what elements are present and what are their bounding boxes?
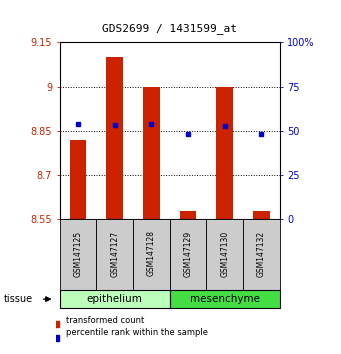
Bar [243, 219, 280, 290]
Text: GSM147125: GSM147125 [74, 230, 83, 276]
Text: mesenchyme: mesenchyme [190, 294, 260, 304]
Text: transformed count: transformed count [66, 316, 145, 325]
Bar [169, 219, 206, 290]
Text: GSM147128: GSM147128 [147, 230, 156, 276]
Bar [96, 219, 133, 290]
Bar [60, 290, 169, 308]
Text: percentile rank within the sample: percentile rank within the sample [66, 328, 208, 337]
Text: tissue: tissue [3, 294, 32, 304]
Text: GSM147132: GSM147132 [257, 230, 266, 276]
Text: GSM147130: GSM147130 [220, 230, 229, 276]
Bar [70, 140, 86, 219]
Text: GDS2699 / 1431599_at: GDS2699 / 1431599_at [102, 23, 237, 34]
Bar [133, 219, 170, 290]
Bar [253, 211, 269, 219]
Bar [143, 87, 160, 219]
Bar [60, 219, 96, 290]
Bar [217, 87, 233, 219]
Text: GSM147129: GSM147129 [183, 230, 192, 276]
Bar [106, 57, 123, 219]
Text: epithelium: epithelium [87, 294, 143, 304]
Bar [180, 211, 196, 219]
Text: GSM147127: GSM147127 [110, 230, 119, 276]
Bar [206, 219, 243, 290]
Bar [169, 290, 280, 308]
